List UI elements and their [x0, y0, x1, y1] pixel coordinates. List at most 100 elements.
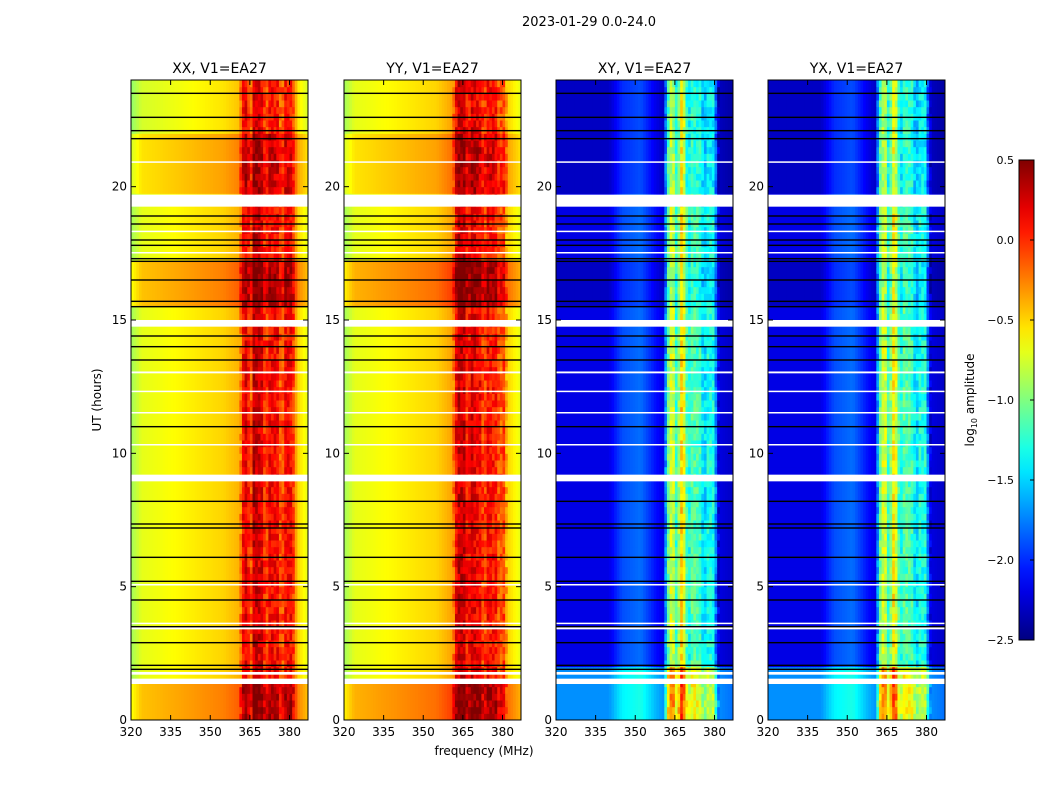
heatmap-cell — [300, 406, 304, 414]
heatmap-cell — [234, 600, 238, 608]
heatmap-cell — [305, 413, 309, 421]
heatmap-cell — [281, 366, 285, 374]
heatmap-cell — [194, 360, 198, 368]
heatmap-cell — [191, 606, 195, 614]
heatmap-cell — [197, 686, 201, 694]
heatmap-cell — [231, 353, 235, 361]
heatmap-cell — [212, 613, 217, 621]
heatmap-cell — [234, 333, 238, 341]
heatmap-cell — [252, 506, 256, 514]
heatmap-cell — [138, 660, 143, 668]
heatmap-cell — [305, 640, 309, 648]
heatmap-cell — [162, 580, 166, 588]
heatmap-cell — [297, 326, 301, 334]
heatmap-cell — [289, 573, 293, 581]
heatmap-cell — [136, 486, 140, 494]
heatmap-cell — [152, 386, 156, 394]
heatmap-cell — [255, 673, 259, 681]
heatmap-cell — [138, 353, 143, 361]
heatmap-cell — [268, 460, 272, 468]
heatmap-cell — [281, 453, 285, 461]
heatmap-cell — [271, 340, 275, 348]
heatmap-cell — [152, 693, 156, 701]
heatmap-cell — [199, 333, 203, 341]
heatmap-cell — [228, 353, 232, 361]
heatmap-cell — [210, 673, 214, 681]
heatmap-cell — [247, 593, 251, 601]
heatmap-cell — [223, 420, 227, 428]
heatmap-cell — [247, 466, 251, 474]
heatmap-cell — [263, 420, 267, 428]
heatmap-cell — [265, 673, 269, 681]
heatmap-cell — [167, 640, 172, 648]
heatmap-cell — [278, 400, 283, 408]
heatmap-cell — [183, 333, 187, 341]
heatmap-cell — [162, 486, 166, 494]
heatmap-cell — [202, 420, 206, 428]
heatmap-cell — [263, 380, 267, 388]
heatmap-cell — [162, 560, 166, 568]
heatmap-cell — [136, 686, 140, 694]
heatmap-cell — [202, 513, 206, 521]
heatmap-cell — [181, 526, 185, 534]
heatmap-cell — [215, 540, 219, 548]
heatmap-cell — [241, 666, 246, 674]
heatmap-cell — [199, 626, 203, 634]
heatmap-cell — [265, 533, 269, 541]
heatmap-cell — [215, 686, 219, 694]
heatmap-cell — [294, 666, 298, 674]
heatmap-cell — [278, 346, 283, 354]
heatmap-cell — [197, 506, 201, 514]
heatmap-cell — [263, 713, 267, 721]
heatmap-cell — [136, 400, 140, 408]
heatmap-cell — [210, 666, 214, 674]
heatmap-cell — [212, 453, 217, 461]
heatmap-cell — [212, 606, 217, 614]
heatmap-cell — [204, 393, 209, 401]
heatmap-cell — [231, 560, 235, 568]
heatmap-cell — [152, 640, 156, 648]
heatmap-cell — [173, 500, 177, 508]
heatmap-cell — [189, 513, 193, 521]
heatmap-cell — [210, 373, 214, 381]
heatmap-cell — [178, 453, 182, 461]
heatmap-cell — [197, 666, 201, 674]
heatmap-cell — [255, 386, 259, 394]
heatmap-cell — [146, 546, 150, 554]
heatmap-cell — [231, 326, 235, 334]
heatmap-cell — [252, 413, 256, 421]
heatmap-cell — [241, 640, 246, 648]
heatmap-cell — [244, 693, 248, 701]
heatmap-cell — [289, 540, 293, 548]
heatmap-cell — [255, 340, 259, 348]
heatmap-cell — [263, 460, 267, 468]
heatmap-cell — [236, 360, 240, 368]
heatmap-cell — [257, 460, 261, 468]
heatmap-cell — [165, 413, 169, 421]
heatmap-cell — [149, 486, 153, 494]
heatmap-cell — [228, 533, 232, 541]
heatmap-cell — [154, 393, 158, 401]
heatmap-cell — [165, 346, 169, 354]
heatmap-cell — [278, 413, 283, 421]
heatmap-cell — [175, 660, 180, 668]
heatmap-cell — [265, 440, 269, 448]
heatmap-cell — [167, 546, 172, 554]
heatmap-cell — [154, 686, 158, 694]
heatmap-cell — [162, 706, 166, 714]
heatmap-cell — [136, 693, 140, 701]
heatmap-cell — [284, 646, 288, 654]
heatmap-cell — [284, 666, 288, 674]
heatmap-cell — [297, 380, 301, 388]
heatmap-cell — [294, 673, 298, 681]
heatmap-cell — [199, 413, 203, 421]
heatmap-cell — [231, 513, 235, 521]
heatmap-cell — [236, 593, 240, 601]
heatmap-cell — [292, 433, 296, 441]
heatmap-cell — [197, 546, 201, 554]
heatmap-cell — [278, 693, 283, 701]
heatmap-cell — [294, 566, 298, 574]
heatmap-cell — [241, 413, 246, 421]
heatmap-cell — [138, 693, 143, 701]
heatmap-cell — [276, 713, 280, 721]
